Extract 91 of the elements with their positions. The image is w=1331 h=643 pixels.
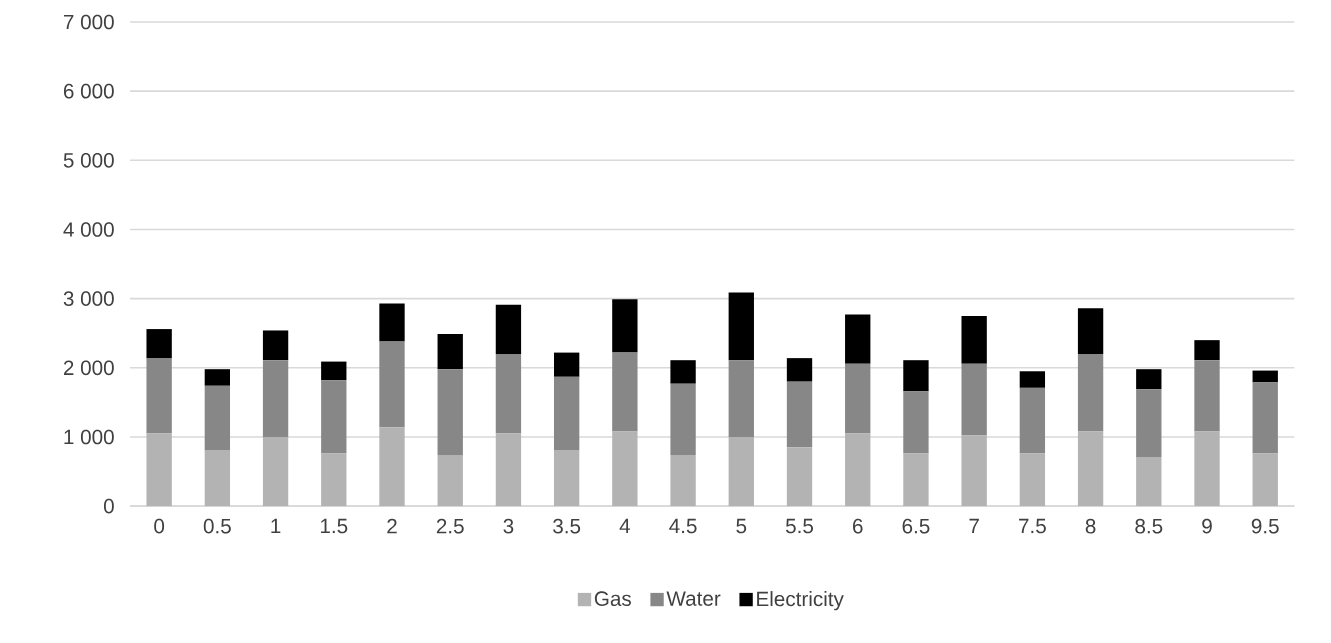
- bar: [1194, 360, 1220, 432]
- bar: [1136, 457, 1162, 507]
- x-tick-label: 1.5: [320, 518, 348, 534]
- bar: [1252, 370, 1278, 383]
- x-tick-label: 8: [1085, 518, 1096, 534]
- bar: [612, 431, 638, 507]
- y-tick-label: 1 000: [64, 429, 114, 445]
- bar: [146, 329, 172, 359]
- bar: [612, 299, 638, 353]
- x-tick-label: 7.5: [1019, 518, 1046, 534]
- bar: [961, 435, 987, 507]
- bar: [845, 363, 871, 434]
- bar: [437, 334, 463, 370]
- x-tick-label: 2.5: [436, 518, 464, 534]
- x-tick-label: 8.5: [1135, 518, 1163, 534]
- x-tick-label: 4: [619, 518, 631, 534]
- bar: [1136, 369, 1162, 390]
- bar: [321, 361, 347, 381]
- bar: [728, 437, 754, 507]
- bar: [1077, 308, 1104, 355]
- x-tick-label: 1: [271, 518, 281, 534]
- bar: [1136, 389, 1162, 458]
- bar: [1077, 431, 1104, 507]
- bar: [204, 385, 231, 451]
- x-tick-label: 6: [853, 518, 863, 534]
- bar: [1019, 387, 1046, 454]
- x-tick-label: 0: [154, 518, 165, 534]
- bar: [262, 360, 289, 438]
- bar: [728, 360, 754, 438]
- bar: [495, 354, 522, 434]
- bar: [903, 391, 929, 454]
- bar: [1194, 431, 1220, 507]
- bar: [379, 341, 405, 428]
- x-tick-label: 6.5: [902, 518, 930, 534]
- bar: [1252, 382, 1278, 454]
- bar: [961, 316, 987, 364]
- bar: [786, 381, 813, 448]
- y-tick-label: 0: [103, 498, 114, 514]
- bar: [321, 380, 347, 454]
- x-tick-label: 2: [387, 518, 397, 534]
- legend-label: Water: [666, 591, 721, 606]
- x-tick-label: 3.5: [553, 518, 581, 534]
- bar: [1019, 371, 1046, 388]
- bar: [961, 363, 987, 436]
- y-tick-label: 4 000: [63, 222, 114, 237]
- x-tick-label: 5.5: [785, 518, 814, 534]
- bar: [670, 383, 696, 456]
- y-tick-label: 5 000: [63, 153, 114, 168]
- bar: [1077, 354, 1104, 432]
- bar: [845, 314, 871, 364]
- bar: [437, 455, 463, 507]
- bar: [903, 360, 929, 392]
- bar: [1194, 340, 1220, 361]
- bar: [728, 292, 754, 361]
- bar: [262, 330, 289, 361]
- bar: [1252, 453, 1278, 507]
- bar: [495, 304, 522, 355]
- x-tick-label: 7: [969, 518, 979, 534]
- bar: [903, 453, 929, 507]
- bar: [321, 453, 347, 507]
- x-tick-label: 5: [736, 518, 747, 534]
- bar: [379, 303, 405, 342]
- bar: [553, 450, 580, 507]
- bar: [670, 455, 696, 507]
- bar: [786, 447, 813, 507]
- bar: [204, 369, 231, 386]
- x-tick-label: 9: [1202, 518, 1212, 534]
- legend-label: Electricity: [757, 591, 844, 611]
- y-tick-label: 2 000: [63, 360, 114, 376]
- legend-label: Gas: [594, 591, 631, 607]
- bar: [262, 437, 289, 507]
- bar: [786, 358, 813, 382]
- bar: [495, 433, 522, 507]
- bar: [146, 358, 172, 434]
- bar: [204, 450, 231, 507]
- bar: [1019, 453, 1046, 507]
- bar: [845, 433, 871, 507]
- y-tick-label: 6 000: [63, 83, 114, 99]
- x-tick-label: 0.5: [203, 518, 231, 534]
- x-tick-label: 9.5: [1251, 518, 1279, 534]
- bar: [379, 427, 405, 507]
- x-tick-label: 4.5: [669, 518, 697, 534]
- bar: [553, 376, 580, 451]
- y-tick-label: 3 000: [63, 291, 114, 307]
- bar: [612, 352, 638, 432]
- bar: [553, 352, 580, 377]
- bar: [670, 360, 696, 384]
- y-tick-label: 7 000: [63, 14, 114, 30]
- x-tick-label: 3: [503, 518, 514, 534]
- bar: [146, 433, 172, 507]
- bar: [437, 369, 463, 456]
